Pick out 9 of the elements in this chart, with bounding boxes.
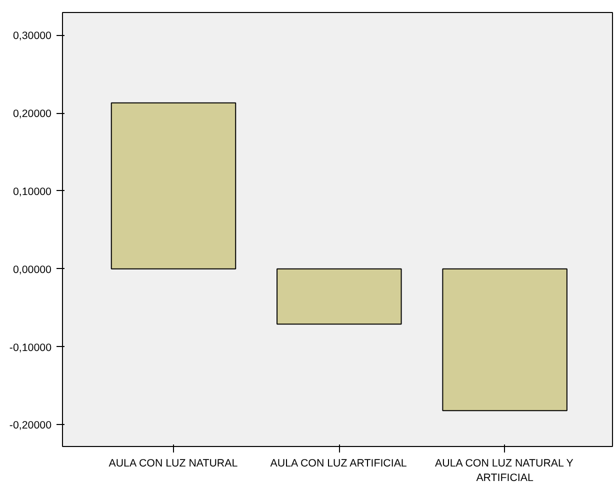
y-tick-label: 0,20000 xyxy=(12,108,52,120)
x-tick-label: AULA CON LUZ NATURAL xyxy=(108,458,238,470)
x-tick-label: AULA CON LUZ NATURAL Y ARTIFICIAL xyxy=(435,458,574,484)
x-tick-label: AULA CON LUZ ARTIFICIAL xyxy=(270,458,407,470)
y-tick-label: 0,00000 xyxy=(12,264,52,276)
y-tick-label: 0,30000 xyxy=(12,30,52,42)
y-tick-label: 0,10000 xyxy=(12,186,52,198)
y-tick-label: -0,20000 xyxy=(9,420,52,432)
y-tick-label: -0,10000 xyxy=(9,342,52,354)
